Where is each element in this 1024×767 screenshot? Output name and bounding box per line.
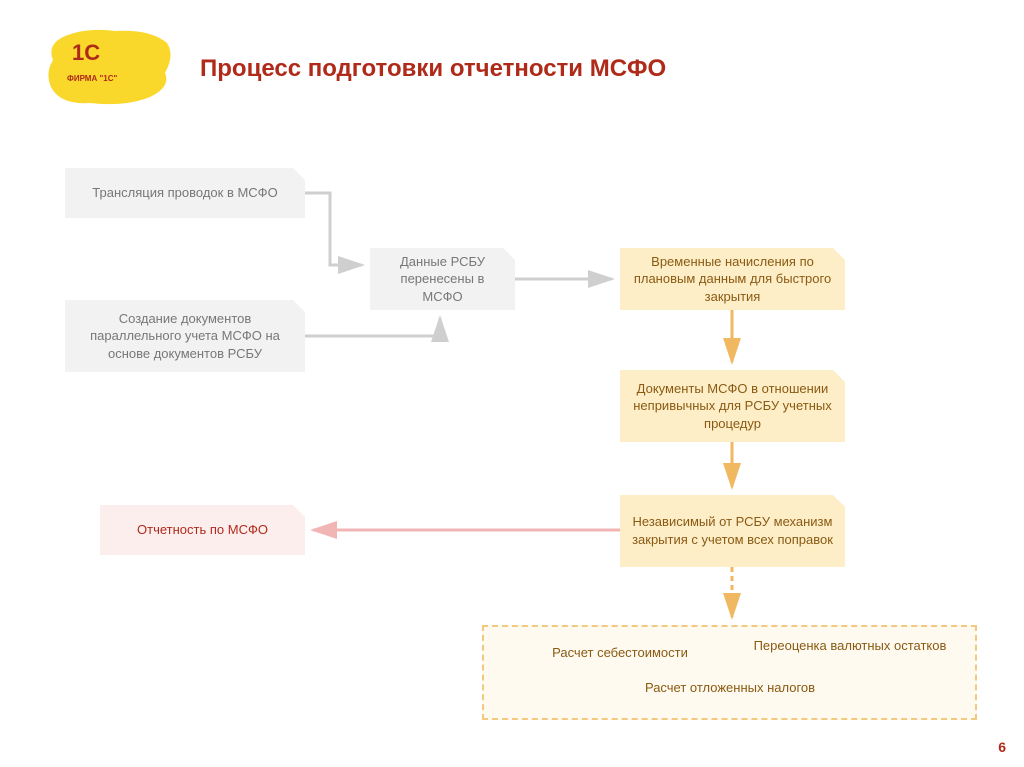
dashed-item-deferred-tax: Расчет отложенных налогов (630, 680, 830, 695)
dashed-item-revaluation: Переоценка валютных остатков (750, 638, 950, 653)
company-logo (45, 25, 175, 110)
logo-subtext: ФИРМА "1С" (67, 74, 117, 83)
node-closing-mechanism: Независимый от РСБУ механизм закрытия с … (620, 495, 845, 567)
node-ifrs-docs: Документы МСФО в отношении непривычных д… (620, 370, 845, 442)
logo-text: 1C (72, 42, 100, 64)
node-translation: Трансляция проводок в МСФО (65, 168, 305, 218)
dashed-item-cost: Расчет себестоимости (525, 645, 715, 660)
node-ifrs-reporting: Отчетность по МСФО (100, 505, 305, 555)
node-rsbu-transferred: Данные РСБУ перенесены в МСФО (370, 248, 515, 310)
node-temporary-accruals: Временные начисления по плановым данным … (620, 248, 845, 310)
page-number: 6 (998, 739, 1006, 755)
page-title: Процесс подготовки отчетности МСФО (200, 55, 666, 83)
node-parallel-docs: Создание документов параллельного учета … (65, 300, 305, 372)
